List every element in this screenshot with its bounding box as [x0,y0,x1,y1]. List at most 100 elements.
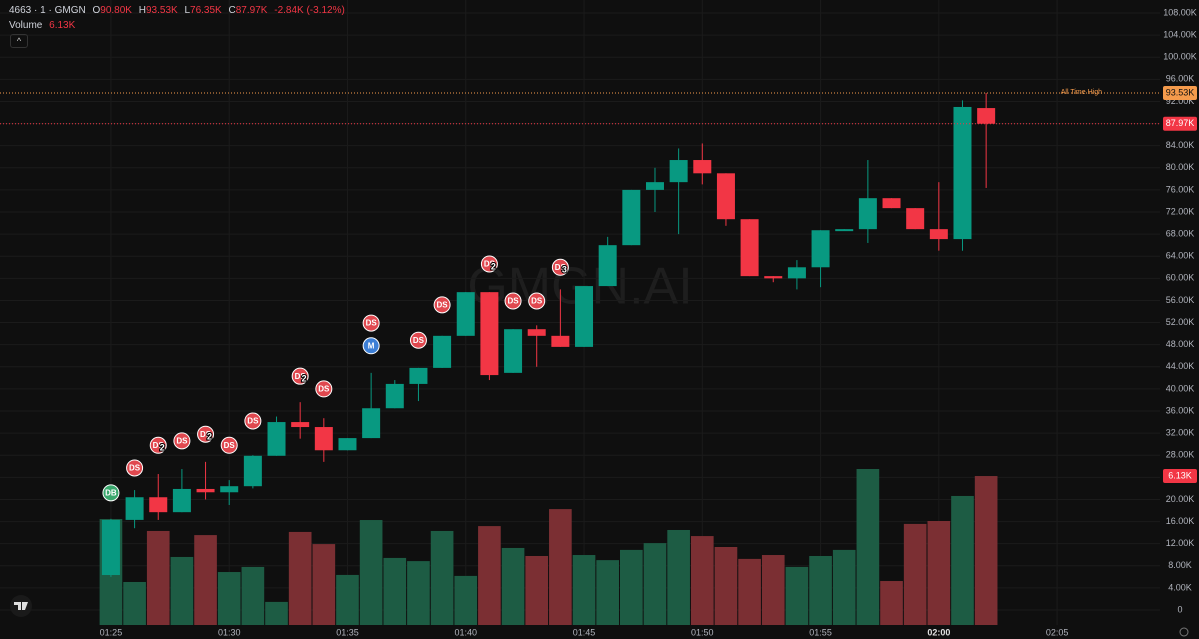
y-tick-label: 60.00K [1166,273,1195,283]
legend: 4663 · 1 · GMGN O90.80K H93.53K L76.35K … [9,3,345,33]
marker-label: DS [129,464,141,473]
volume-bar [832,549,856,625]
legend-value: 87.97K [235,5,268,16]
marker-label: DS [484,260,496,269]
legend-value: 76.35K [190,5,222,16]
x-tick-label: 01:30 [218,627,241,637]
price-badge [1163,116,1197,131]
x-tick-label: 01:40 [454,627,477,637]
collapse-button[interactable]: ^ [10,34,28,48]
marker-label: DS [153,441,165,450]
candle-body [740,219,759,277]
y-tick-label: 0 [1177,604,1182,614]
candle-body [835,229,854,232]
volume-bar [194,535,217,625]
y-tick-label: 12.00K [1166,538,1195,548]
volume-bar [643,543,667,625]
volume-bar [572,555,596,625]
y-tick-label: 56.00K [1166,295,1195,305]
candle-body [551,335,570,347]
price-line-name: All Time High [1061,89,1102,96]
legend-value: 90.80K [100,5,132,16]
marker-label: DS [366,319,378,328]
candle-body [858,198,877,230]
volume-bar [241,566,265,625]
volume-legend: Volume 6.13K [9,18,345,33]
candle-body [716,173,735,220]
y-tick-label: 84.00K [1166,140,1195,150]
legend-change: -2.84K (-3.12%) [274,5,345,16]
candle-body [291,422,310,428]
y-tick-label: 48.00K [1166,339,1195,349]
volume-bar [974,476,998,625]
candle-body [906,208,925,230]
candle-body [575,286,594,347]
y-tick-label: 16.00K [1166,516,1195,526]
volume-bar [383,557,407,625]
volume-bar [856,468,880,625]
signal-marker [315,380,333,398]
y-tick-label: 72.00K [1166,206,1195,216]
volume-bar [761,555,785,625]
volume-bar [454,575,478,625]
x-tick-label: 01:55 [809,627,832,637]
marker-label: DS [413,336,425,345]
volume-bar [217,572,241,625]
tv-logo-mark [14,602,28,610]
y-tick-label: 32.00K [1166,427,1195,437]
marker-label: DS [531,297,543,306]
volume-bar [690,536,714,625]
volume-bar [359,520,383,625]
signal-marker [126,459,144,477]
marker-count: 2 [160,443,165,453]
y-tick-label: 8.00K [1168,560,1192,570]
tv-logo [10,595,32,617]
ohlc-legend: 4663 · 1 · GMGN O90.80K H93.53K L76.35K … [9,3,345,18]
candle-body [101,519,120,576]
volume-badge [1163,469,1197,484]
volume-badge-label: 6.13K [1168,470,1192,480]
candle-body [811,230,830,268]
x-tick-label: 02:00 [927,627,950,637]
candle-body [764,276,783,279]
signal-marker [362,314,380,332]
marker-label: DS [176,436,188,445]
marker-label: DS [224,441,236,450]
volume-bar [312,544,336,625]
volume-bar [478,526,501,625]
x-tick-label: 02:05 [1046,627,1069,637]
volume-bar [880,581,903,625]
candle-body [645,182,664,190]
y-tick-label: 28.00K [1166,450,1195,460]
signal-marker [102,484,120,502]
signal-marker [173,432,191,450]
signal-marker [244,412,262,430]
y-tick-label: 80.00K [1166,162,1195,172]
candle-body [669,160,688,183]
volume-bar [170,556,194,625]
signal-marker [220,436,238,454]
candle-body [622,189,641,246]
signal-marker [551,258,569,276]
y-tick-label: 40.00K [1166,383,1195,393]
y-tick-label: 44.00K [1166,361,1195,371]
volume-bar [738,558,761,625]
volume-bar [714,546,738,625]
candle-body [149,497,168,513]
x-tick-label: 01:50 [691,627,714,637]
volume-bar [288,531,312,625]
volume-bar [927,520,951,625]
volume-bar [525,555,549,625]
volume-bar [785,566,809,625]
volume-bar [336,574,359,625]
marker-label: DS [295,372,307,381]
signal-marker [480,255,498,273]
volume-bar [809,555,832,625]
x-tick-label: 01:45 [573,627,596,637]
candle-body [504,329,523,373]
signal-marker [409,331,427,349]
symbol: 4663 · 1 · GMGN [9,5,86,16]
candle-body [314,427,333,451]
